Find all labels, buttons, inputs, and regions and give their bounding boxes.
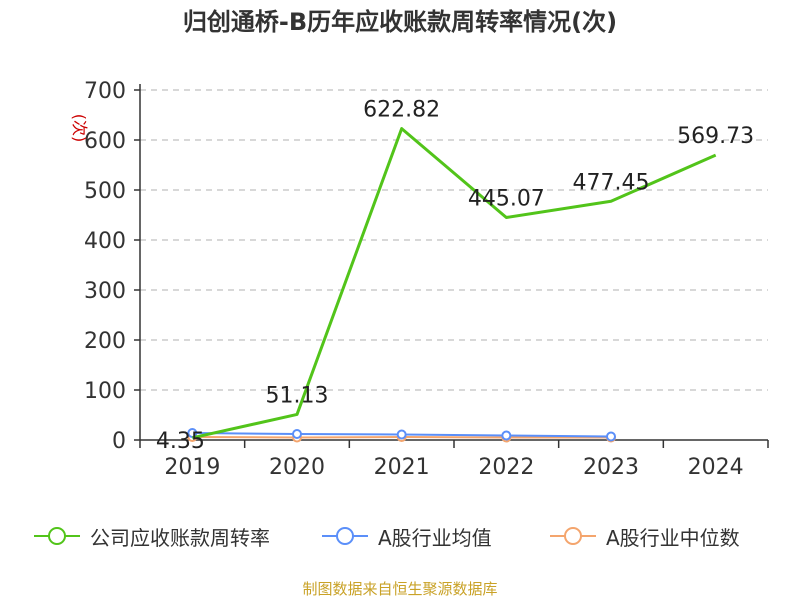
x-tick-label-2019: 2019 xyxy=(164,455,220,480)
legend-item-company[interactable]: 公司应收账款周转率 xyxy=(32,518,270,554)
data-label-2: 622.82 xyxy=(363,98,440,123)
data-label-3: 445.07 xyxy=(468,186,545,211)
source-note: 制图数据来自恒生聚源数据库 xyxy=(302,580,498,598)
x-tick-label-2024: 2024 xyxy=(688,455,744,480)
legend-green-line-icon xyxy=(34,527,80,545)
series-line-0 xyxy=(192,127,717,440)
legend-item-industry-mean[interactable]: A股行业均值 xyxy=(320,518,492,554)
x-tick-label-2021: 2021 xyxy=(374,455,430,480)
series-1-point-2 xyxy=(396,429,407,440)
legend-label-industry-median: A股行业中位数 xyxy=(606,525,740,550)
data-label-0: 4.35 xyxy=(156,429,205,454)
y-axis-unit-label: (次) xyxy=(70,114,89,143)
y-tick-label: 600 xyxy=(84,129,126,154)
x-tick-label-2020: 2020 xyxy=(269,455,325,480)
y-tick-label: 500 xyxy=(84,179,126,204)
data-label-4: 477.45 xyxy=(573,170,650,195)
axes: 0 100 200 300 400 500 600 700 2019 2020 2021 2022 20… xyxy=(70,79,769,480)
line-chart: 0 100 200 300 400 500 600 700 2019 2020 2021 2022 20… xyxy=(70,79,769,480)
legend-label-company: 公司应收账款周转率 xyxy=(90,525,270,550)
series-lines xyxy=(187,127,717,443)
chart-title: 归创通桥-B历年应收账款周转率情况(次) xyxy=(182,8,618,36)
y-tick-label: 100 xyxy=(84,379,126,404)
y-tick-label: 700 xyxy=(84,79,126,104)
data-label-1: 51.13 xyxy=(266,383,329,408)
legend-blue-line-icon xyxy=(322,527,368,545)
y-tick-label: 400 xyxy=(84,229,126,254)
y-tick-label: 0 xyxy=(112,429,126,454)
grid-lines xyxy=(140,89,768,391)
x-tick-label-2023: 2023 xyxy=(583,455,639,480)
data-label-5: 569.73 xyxy=(677,124,754,149)
y-tick-label: 300 xyxy=(84,279,126,304)
legend-label-industry-mean: A股行业均值 xyxy=(378,525,492,550)
series-1-point-1 xyxy=(292,429,302,439)
x-tick-label-2022: 2022 xyxy=(478,455,534,480)
legend: 公司应收账款周转率 A股行业均值 A股行业中位数 xyxy=(0,518,800,554)
legend-orange-line-icon xyxy=(550,527,596,545)
data-labels: 4.35 51.13 622.82 445.07 477.45 569.73 xyxy=(156,98,754,454)
y-tick-label: 200 xyxy=(84,329,126,354)
series-1-point-4 xyxy=(606,431,616,442)
legend-item-industry-median[interactable]: A股行业中位数 xyxy=(548,518,740,554)
series-1-point-3 xyxy=(501,430,512,441)
